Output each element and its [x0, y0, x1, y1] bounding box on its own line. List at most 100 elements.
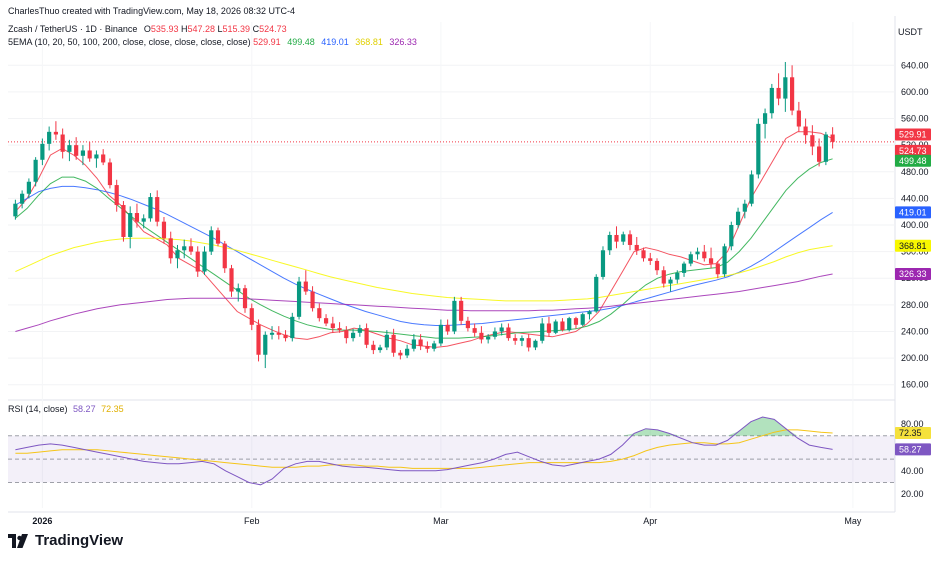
candle-body: [492, 331, 498, 337]
ema50-value: 419.01: [321, 37, 349, 47]
rsi-ma-tag-text: 72.35: [899, 428, 922, 438]
candle: [735, 207, 741, 229]
candle: [479, 326, 484, 344]
candle-body: [202, 251, 207, 272]
candle-body: [756, 123, 761, 175]
time-tick-label: Feb: [244, 516, 260, 526]
candle-body: [533, 340, 538, 348]
price-tick-label: 200.00: [901, 353, 929, 363]
candle: [53, 121, 58, 140]
rsi-tick-label: 40.00: [901, 466, 924, 476]
candle-body: [405, 348, 410, 356]
candle-body: [182, 246, 187, 251]
candle: [810, 125, 815, 156]
candle-body: [114, 185, 119, 206]
candle: [242, 284, 248, 313]
currency-label[interactable]: USDT: [898, 27, 923, 37]
candle: [337, 322, 342, 333]
rsi-tag-bg: [895, 443, 931, 456]
candle: [790, 65, 795, 116]
ema-20-line: [15, 158, 833, 339]
candle-body: [742, 203, 747, 212]
candle: [506, 323, 511, 341]
candle-body: [310, 291, 315, 309]
candle: [182, 239, 187, 259]
ema10-value: 529.91: [253, 37, 281, 47]
tradingview-logo[interactable]: TradingView: [8, 532, 123, 549]
candle-body: [438, 324, 443, 344]
candle-body: [499, 327, 504, 332]
candle-body: [675, 272, 680, 280]
candle: [438, 319, 443, 347]
candle: [60, 128, 65, 159]
candle: [465, 316, 470, 332]
candle: [580, 312, 585, 327]
candle-body: [540, 323, 545, 341]
candle-body: [688, 254, 693, 264]
rsi-legend[interactable]: RSI (14, close) 58.27 72.35: [8, 404, 124, 414]
ema-200-line: [15, 273, 833, 332]
candle-body: [290, 316, 295, 339]
candle: [803, 118, 808, 144]
candle: [155, 190, 160, 227]
candle-body: [188, 246, 194, 252]
candle: [621, 231, 626, 245]
candle: [533, 339, 538, 351]
candle-body: [621, 234, 626, 242]
candle: [668, 276, 673, 292]
symbol-title: Zcash / TetherUS · 1D · Binance: [8, 24, 138, 34]
candle-body: [715, 263, 720, 275]
candle: [519, 335, 525, 347]
symbol-legend[interactable]: Zcash / TetherUS · 1D · Binance O535.93 …: [8, 24, 287, 34]
candle: [391, 328, 396, 357]
candle: [749, 170, 754, 207]
candle: [40, 138, 45, 166]
candle: [540, 318, 545, 344]
candle: [101, 149, 106, 166]
candle: [378, 344, 383, 353]
candle: [661, 266, 666, 288]
candle: [114, 179, 119, 212]
candle-body: [411, 339, 416, 349]
candle-body: [823, 134, 828, 162]
candle-body: [432, 343, 437, 349]
candle: [357, 324, 362, 337]
candle-body: [60, 134, 65, 152]
candle: [67, 139, 72, 162]
candle-body: [796, 110, 801, 127]
candle: [459, 296, 464, 325]
candle: [107, 158, 113, 189]
candle: [776, 73, 781, 106]
candle-body: [222, 243, 227, 269]
ema20-tag-bg: [895, 154, 931, 167]
candle-body: [749, 174, 754, 204]
candle: [74, 137, 79, 160]
candle-body: [776, 87, 781, 99]
candle: [526, 334, 531, 352]
candle: [742, 199, 747, 219]
ema20-tag-text: 499.48: [899, 156, 927, 166]
candle-body: [708, 258, 714, 264]
rsi-panel: [8, 416, 895, 486]
candle: [567, 316, 572, 332]
price-tick-label: 280.00: [901, 300, 929, 310]
time-tick-label: Mar: [433, 516, 449, 526]
candle-body: [47, 131, 52, 144]
candle: [823, 131, 828, 166]
ohlc-close: C524.73: [252, 24, 287, 34]
candle: [310, 286, 315, 312]
candle: [513, 334, 518, 345]
candle: [411, 334, 416, 352]
ema100-tag: 368.81: [895, 239, 931, 252]
ema-100-line: [15, 237, 833, 302]
candle-body: [357, 328, 362, 333]
candle-body: [634, 244, 639, 251]
candle: [141, 214, 146, 229]
ema-legend[interactable]: 5EMA (10, 20, 50, 100, 200, close, close…: [8, 37, 421, 47]
rsi-legend-label: RSI (14, close): [8, 404, 68, 414]
candle: [148, 193, 153, 222]
candle: [134, 203, 140, 228]
candle: [13, 199, 18, 220]
price-tick-label: 160.00: [901, 380, 929, 390]
